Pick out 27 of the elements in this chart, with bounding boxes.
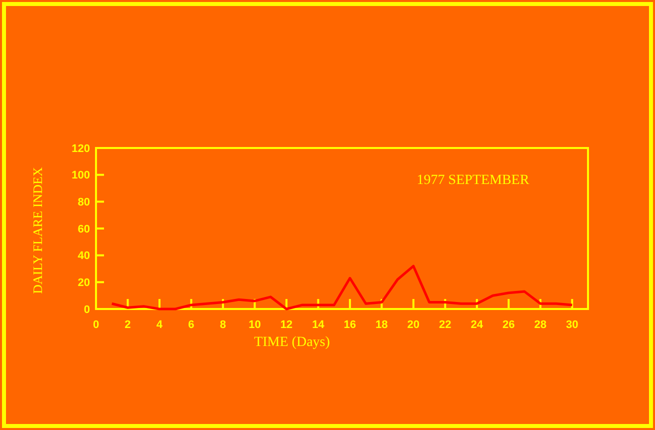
line-series: [110, 264, 574, 310]
y-tick-label: 20: [78, 277, 90, 290]
x-tick-label: 8: [220, 319, 226, 331]
x-tick-label: 26: [502, 319, 515, 331]
x-tick-label: 30: [566, 319, 578, 331]
x-tick-label: 20: [407, 319, 420, 331]
x-tick-label: 6: [188, 319, 194, 331]
x-tick-label: 14: [312, 319, 326, 331]
x-tick-label: 2: [124, 319, 131, 331]
y-tick-label: 120: [72, 142, 90, 155]
x-tick-label: 28: [534, 319, 547, 331]
x-tick-label: 4: [156, 319, 164, 331]
y-tick-label: 100: [72, 170, 90, 182]
x-tick-label: 12: [280, 319, 293, 331]
y-tick-label: 0: [84, 304, 90, 316]
text: 1977 SEPTEMBER: [416, 173, 530, 188]
x-tick-label: 10: [248, 319, 261, 331]
x-tick-label: 0: [92, 319, 100, 331]
x-tick-label: 22: [439, 319, 452, 331]
x-axis-title: TIME (Days): [254, 335, 330, 350]
x-tick-label: 18: [376, 319, 388, 331]
y-axis-title: DAILY FLARE INDEX: [30, 166, 45, 294]
y-tick-label: 60: [78, 223, 90, 236]
y-tick-label: 40: [78, 250, 90, 262]
x-tick-label: 24: [470, 319, 484, 331]
y-tick-label: 80: [78, 196, 90, 209]
x-tick-label: 16: [344, 319, 356, 331]
